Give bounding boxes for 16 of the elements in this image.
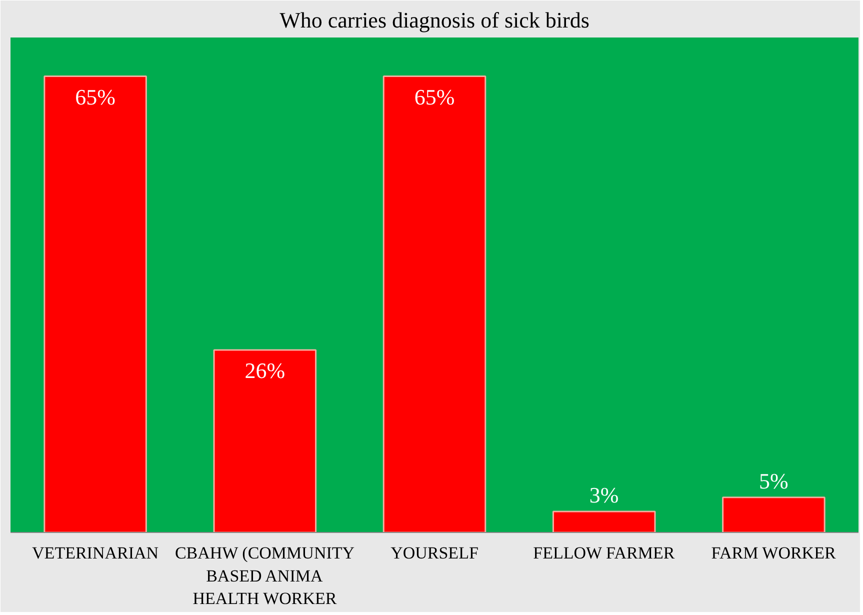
x-tick-label: CBAHW (COMMUNITY BASED ANIMA HEALTH WORKER	[174, 544, 355, 608]
bar	[382, 76, 486, 532]
x-tick-label: FELLOW FARMER	[533, 544, 676, 562]
data-label: 65%	[75, 84, 116, 110]
data-label: 65%	[414, 84, 455, 110]
bar	[44, 76, 147, 532]
x-tick-label: YOURSELF	[390, 544, 478, 562]
data-label: 5%	[759, 468, 788, 494]
chart-title: Who carries diagnosis of sick birds	[280, 8, 590, 32]
data-label: 26%	[244, 358, 286, 384]
x-tick-label: VETERINARIAN	[32, 544, 159, 562]
bar	[213, 349, 317, 532]
bar	[552, 510, 656, 532]
data-label: 3%	[589, 482, 619, 508]
bar	[722, 496, 826, 532]
x-tick-label: FARM WORKER	[711, 544, 836, 562]
